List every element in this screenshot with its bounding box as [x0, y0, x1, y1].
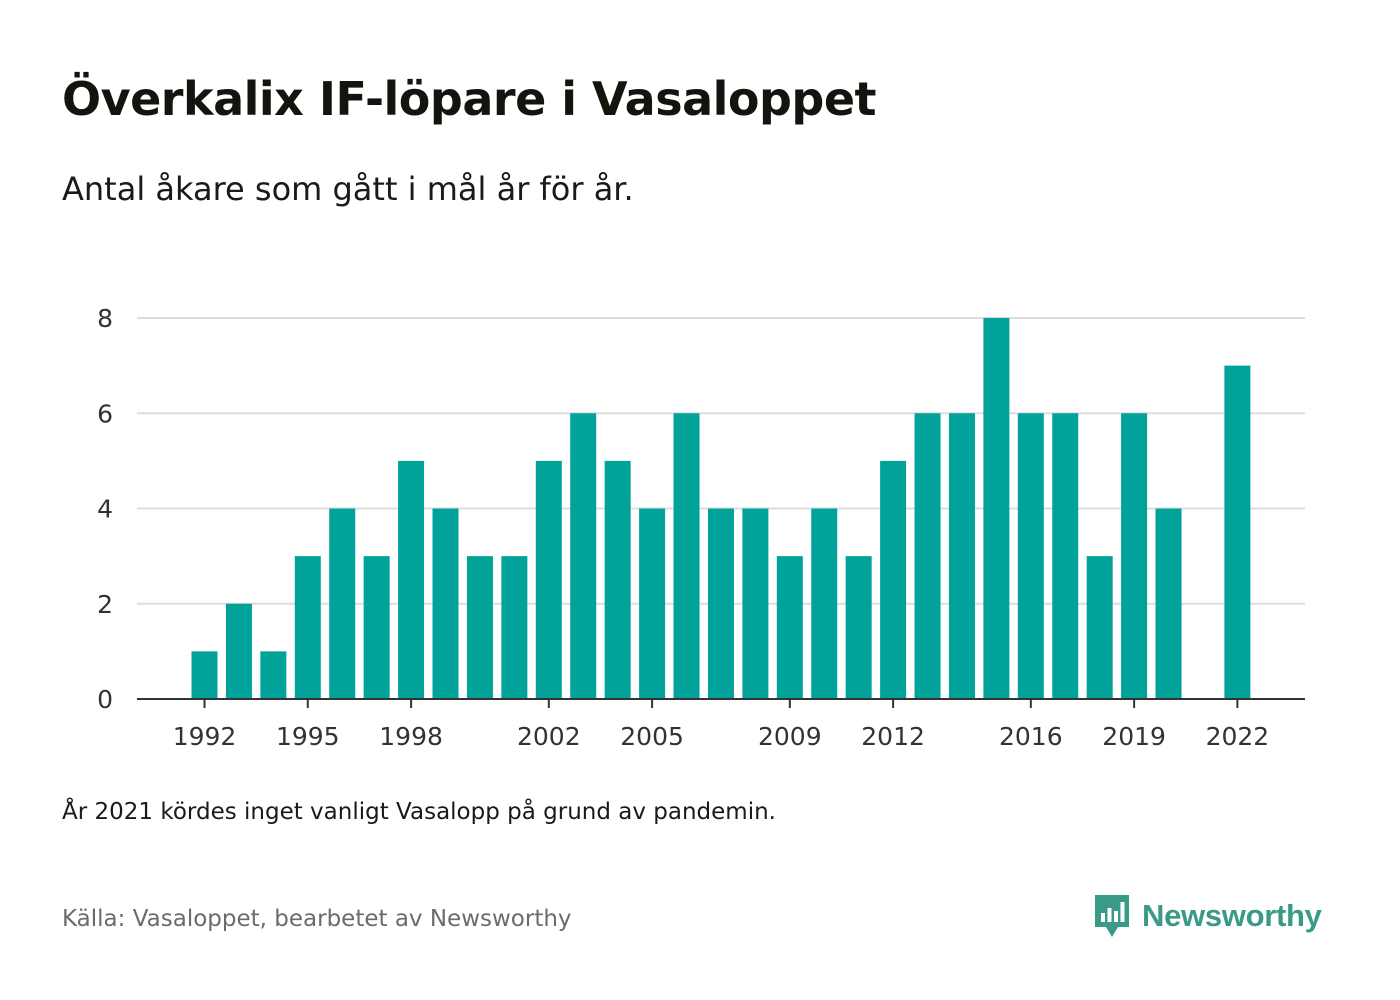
y-tick-label: 6	[97, 399, 113, 428]
bar-1995	[294, 556, 321, 699]
y-tick-label: 0	[97, 685, 113, 714]
bar-1992	[191, 651, 218, 699]
y-tick-label: 4	[97, 495, 113, 524]
x-axis-labels: 1992 1995 1998 2002 2005 2009 2012 2016 2019 2022	[173, 699, 1270, 751]
bar-1996	[329, 508, 356, 699]
brand-logo: Newsworthy	[1092, 892, 1322, 940]
bar-2017	[1052, 413, 1079, 699]
bar-1998	[398, 460, 425, 699]
x-tick-label: 2016	[999, 722, 1063, 751]
bar-2013	[914, 413, 941, 699]
x-tick-label: 2009	[758, 722, 822, 751]
bar-1994	[260, 651, 287, 699]
y-tick-label: 8	[97, 304, 113, 333]
x-tick-label: 2022	[1206, 722, 1270, 751]
bar-1999	[432, 508, 459, 699]
y-axis-labels: 0 2 4 6 8	[97, 304, 113, 714]
bar-2015	[983, 318, 1010, 699]
source-credit: Källa: Vasaloppet, bearbetet av Newswort…	[62, 906, 572, 932]
x-tick-label: 2019	[1102, 722, 1166, 751]
chart-note: År 2021 kördes inget vanligt Vasalopp på…	[62, 799, 776, 825]
x-tick-label: 2005	[620, 722, 684, 751]
bar-2002	[535, 460, 562, 699]
bar-chart: 0 2 4 6 8 1992 1995 1998 2002 2005 2009 2012 2016 20…	[97, 304, 1305, 751]
y-tick-label: 2	[97, 590, 113, 619]
x-tick-label: 2002	[517, 722, 581, 751]
bar-2005	[639, 508, 666, 699]
bar-2011	[845, 556, 872, 699]
newsworthy-logo-icon	[1095, 895, 1129, 937]
bar-2000	[466, 556, 493, 699]
x-tick-label: 1992	[173, 722, 237, 751]
chart-subtitle: Antal åkare som gått i mål år för år.	[62, 170, 634, 208]
x-tick-label: 2012	[861, 722, 925, 751]
bar-2010	[811, 508, 838, 699]
brand-name: Newsworthy	[1142, 898, 1322, 933]
x-tick-label: 1995	[276, 722, 340, 751]
x-tick-label: 1998	[379, 722, 443, 751]
bar-1993	[225, 603, 252, 699]
bar-2016	[1017, 413, 1044, 699]
bar-2007	[707, 508, 734, 699]
bar-2004	[604, 460, 631, 699]
bars	[191, 318, 1251, 699]
bar-2006	[673, 413, 700, 699]
bar-2018	[1086, 556, 1113, 699]
bar-2020	[1155, 508, 1182, 699]
bar-2022	[1224, 365, 1251, 699]
bar-2009	[776, 556, 803, 699]
chart-title: Överkalix IF-löpare i Vasaloppet	[62, 72, 877, 126]
bar-2012	[880, 460, 907, 699]
bar-2019	[1121, 413, 1148, 699]
bar-1997	[363, 556, 390, 699]
bar-2014	[948, 413, 975, 699]
bar-2008	[742, 508, 769, 699]
bar-2003	[570, 413, 597, 699]
bar-2001	[501, 556, 528, 699]
